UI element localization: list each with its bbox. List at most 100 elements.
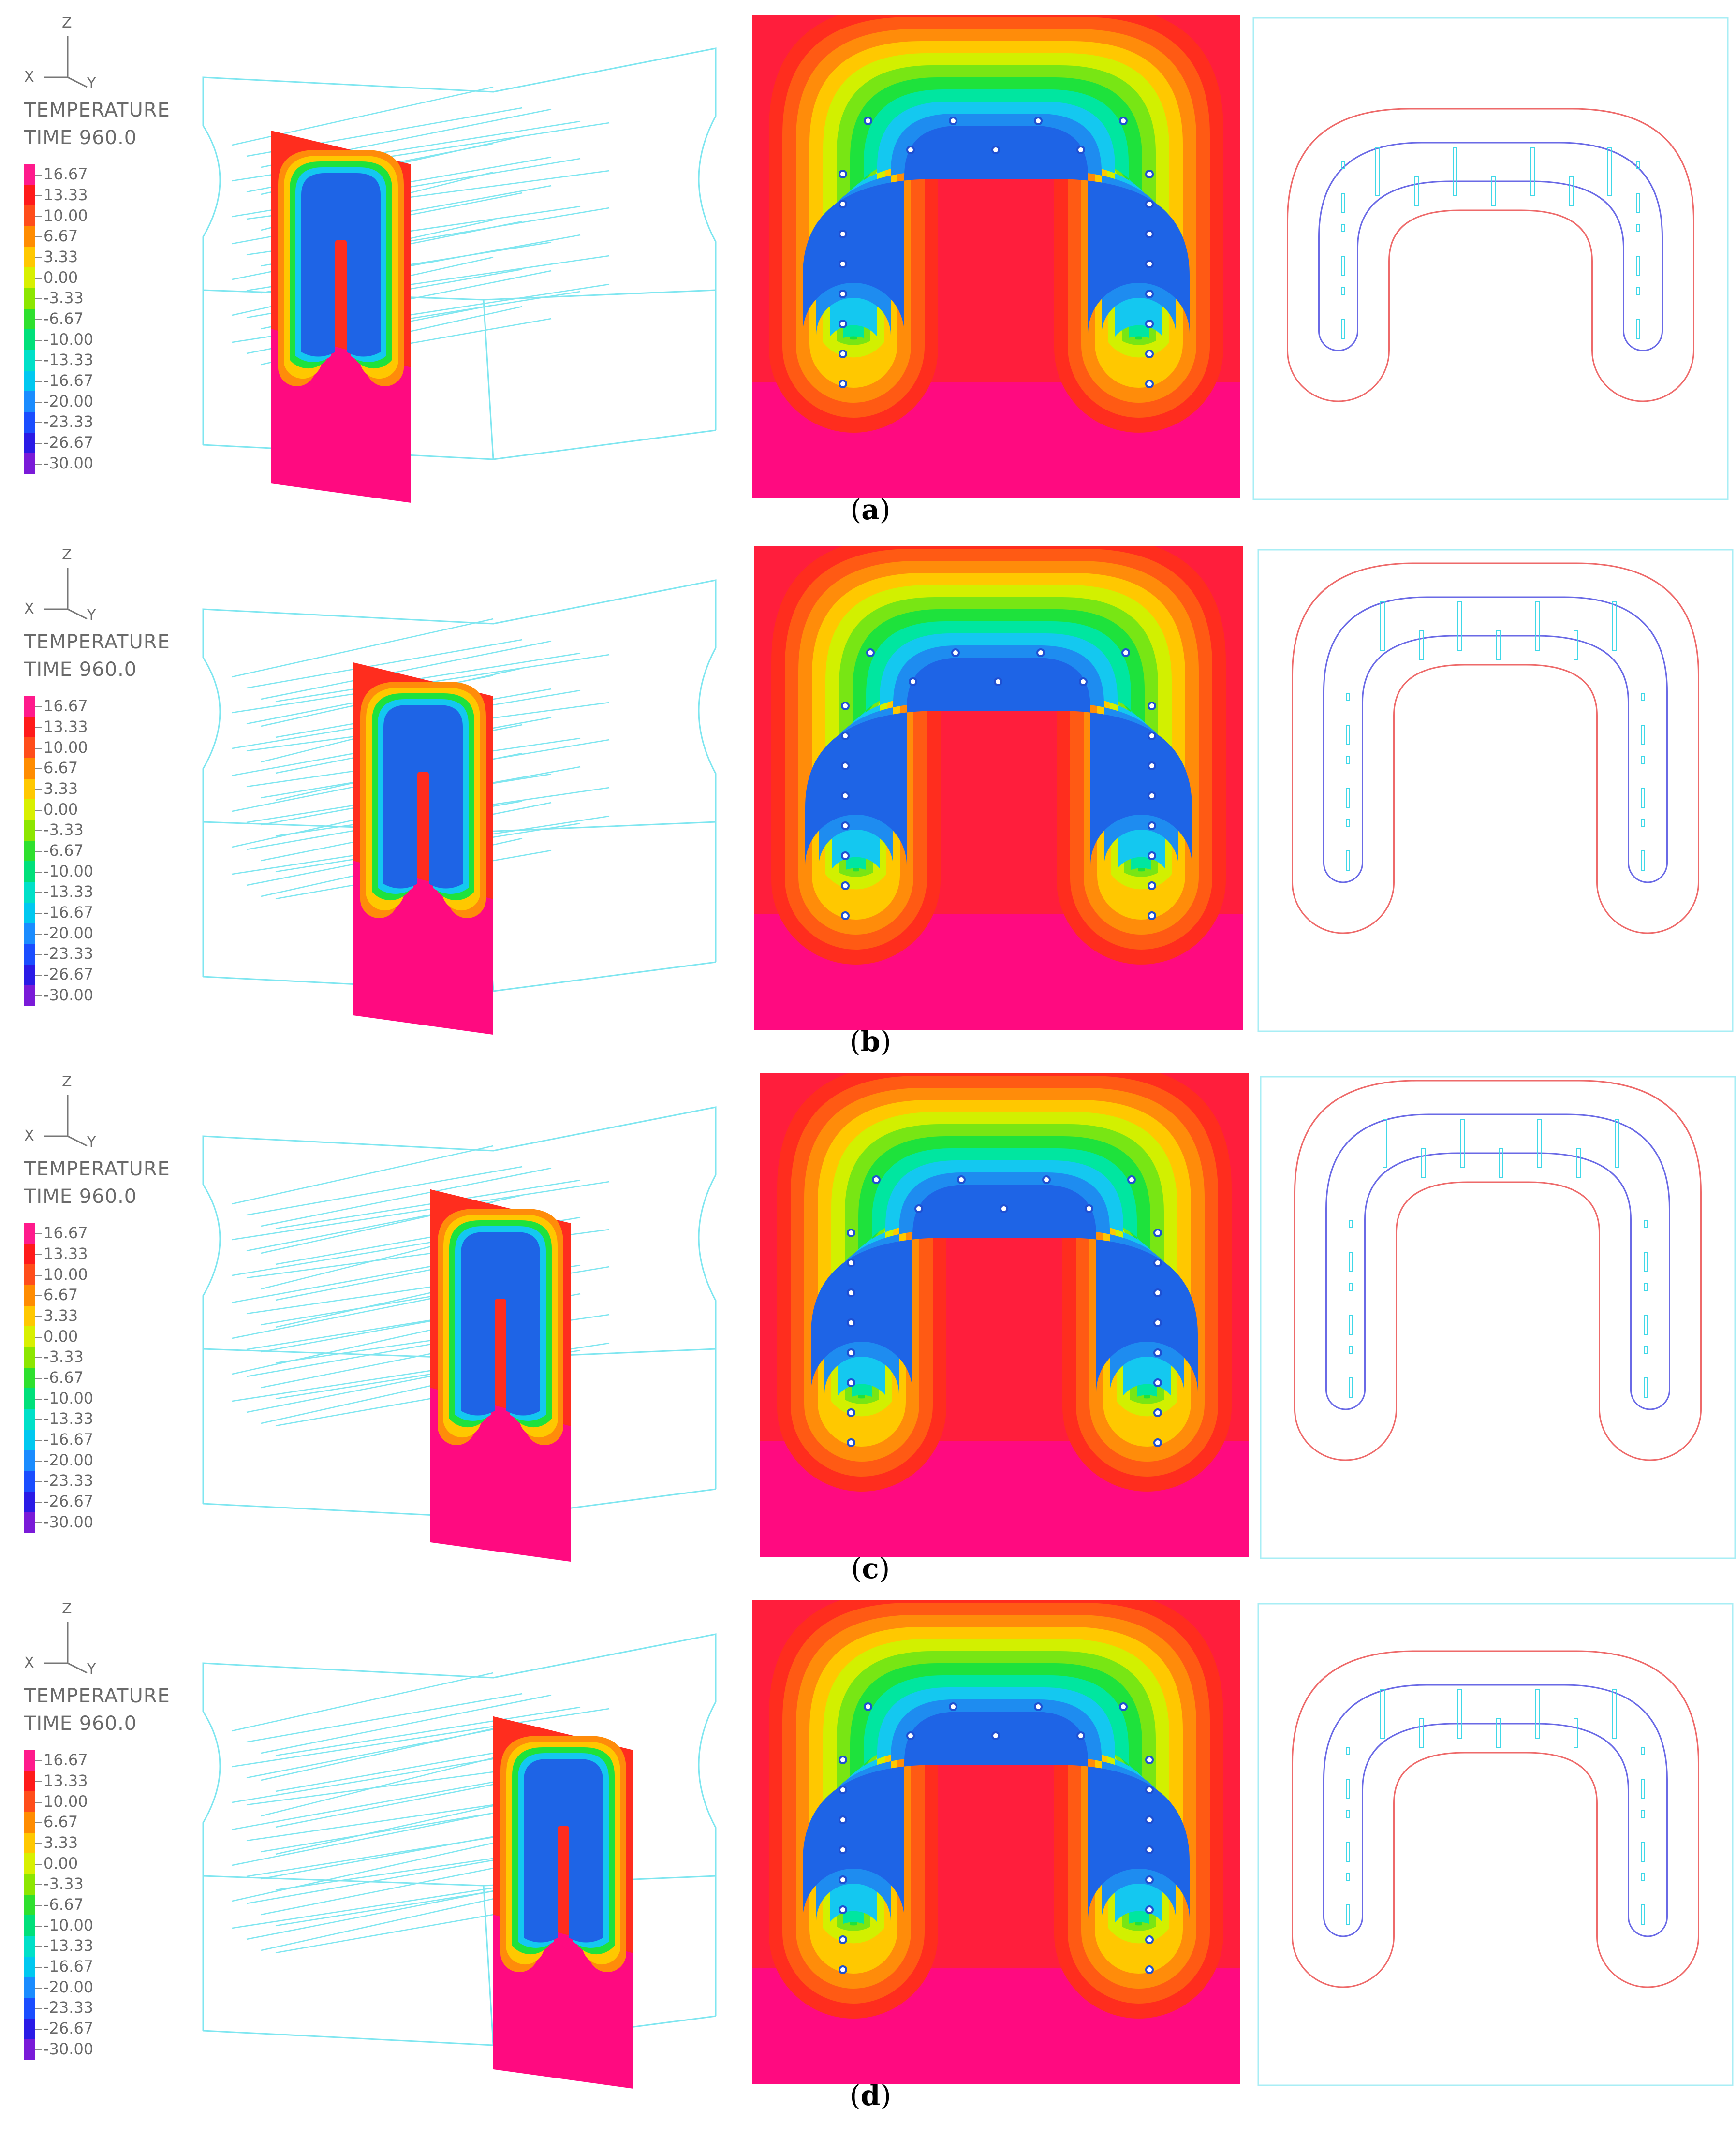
legend-tick	[35, 871, 42, 873]
legend-swatch	[24, 1491, 35, 1512]
legend-value: 3.33	[44, 1306, 78, 1325]
legend-swatch	[24, 164, 35, 185]
legend-value: 10.00	[44, 1792, 88, 1811]
pipe-segments	[1341, 147, 1640, 339]
legend-swatch	[24, 1977, 35, 1998]
legend-swatch	[24, 1429, 35, 1450]
legend-value: -10.00	[44, 330, 94, 349]
temperature-legend: 16.67 13.33 10.00 6.67 3.33 0.00 -3.33 -6.67 -10…	[24, 696, 140, 1006]
plot-title: TEMPERATURE	[24, 1158, 170, 1180]
time-label: TIME 960.0	[24, 659, 137, 681]
legend-swatch	[24, 247, 35, 268]
legend-swatch	[24, 226, 35, 247]
legend-value: 3.33	[44, 1833, 78, 1852]
legend-tick	[35, 954, 42, 955]
legend-tick	[35, 1905, 42, 1906]
axis-y-label: Y	[87, 1134, 96, 1151]
legend-tick	[35, 1378, 42, 1379]
legend-tick	[35, 319, 42, 320]
model-3d-view	[202, 1633, 717, 2089]
temperature-contour-map	[760, 1073, 1249, 1557]
legend-tick	[35, 727, 42, 728]
legend-swatch	[24, 902, 35, 923]
plot-title: TEMPERATURE	[24, 631, 170, 653]
legend-swatch	[24, 205, 35, 227]
legend-tick	[35, 257, 42, 258]
legend-swatch	[24, 185, 35, 206]
legend-tick	[35, 851, 42, 852]
legend-swatch	[24, 308, 35, 330]
legend-swatch	[24, 391, 35, 412]
legend-swatch	[24, 840, 35, 862]
legend-swatch	[24, 717, 35, 738]
legend-value: -16.67	[44, 903, 94, 922]
pipe-segments	[1346, 601, 1645, 871]
legend-value: -6.67	[44, 1368, 84, 1387]
pipe-segments	[1349, 1119, 1648, 1398]
legend-tick	[35, 463, 42, 465]
legend-swatch	[24, 778, 35, 800]
legend-value: 0.00	[44, 800, 78, 819]
legend-swatch	[24, 985, 35, 1006]
legend-value: -16.67	[44, 1430, 94, 1449]
axes-triad: Z X Y	[15, 10, 121, 92]
legend-value: 0.00	[44, 1327, 78, 1346]
legend-tick	[35, 1843, 42, 1844]
section-slice	[353, 662, 493, 1035]
legend-tick	[35, 1522, 42, 1523]
legend-tick	[35, 975, 42, 976]
legend-swatch	[24, 820, 35, 841]
legend-value: 6.67	[44, 227, 78, 246]
legend-swatch	[24, 1771, 35, 1792]
legend-value: -13.33	[44, 351, 94, 369]
legend-tick	[35, 1316, 42, 1317]
legend-value: 13.33	[44, 1244, 88, 1263]
legend-tick	[35, 360, 42, 362]
legend-value: -20.00	[44, 392, 94, 410]
legend-value: -16.67	[44, 1957, 94, 1976]
legend-tick	[35, 1460, 42, 1462]
temperature-contour-map	[754, 546, 1243, 1030]
legend-swatch	[24, 1915, 35, 1936]
legend-swatch	[24, 1305, 35, 1327]
legend-swatch	[24, 1450, 35, 1471]
legend-swatch	[24, 1223, 35, 1244]
legend-swatch	[24, 1326, 35, 1347]
legend-tick	[35, 2049, 42, 2050]
legend-tick	[35, 2029, 42, 2030]
legend-swatch	[24, 861, 35, 882]
legend-value: -23.33	[44, 1471, 94, 1490]
axis-y-label: Y	[87, 75, 96, 92]
legend-tick	[35, 1987, 42, 1989]
legend-swatch	[24, 1471, 35, 1492]
pipe-markers	[847, 1175, 1162, 1447]
legend-tick	[35, 768, 42, 770]
legend-swatch	[24, 1832, 35, 1854]
legend-value: 0.00	[44, 1854, 78, 1873]
axis-x-label: X	[24, 600, 34, 617]
legend-swatch	[24, 1791, 35, 1813]
legend-swatch	[24, 370, 35, 392]
legend-swatch	[24, 799, 35, 820]
legend-tick	[35, 789, 42, 790]
temperature-contour-map	[752, 15, 1240, 498]
axes-triad: Z X Y	[15, 542, 121, 624]
figure-row-b: Z X Y TEMPERATURE TIME 960.0 16.67 13.33 10.0…	[0, 532, 1736, 1059]
legend-tick	[35, 1863, 42, 1865]
legend-swatch	[24, 737, 35, 759]
model-3d-view	[202, 47, 717, 503]
legend-swatch	[24, 267, 35, 289]
legend-swatch	[24, 2039, 35, 2060]
legend-tick	[35, 216, 42, 217]
axis-z-label: Z	[62, 15, 72, 31]
legend-tick	[35, 236, 42, 238]
legend-value: -3.33	[44, 820, 84, 839]
frost-front-outline	[1257, 549, 1734, 1032]
legend-swatch	[24, 1347, 35, 1368]
temperature-contour-map	[752, 1600, 1240, 2084]
figure-row-a: Z X Y TEMPERATURE TIME 960.0 16.67 13.33 10.0…	[0, 0, 1736, 527]
model-3d-view	[202, 579, 717, 1035]
axis-y-label: Y	[87, 1661, 96, 1678]
legend-value: -16.67	[44, 371, 94, 390]
axis-x-label: X	[24, 1127, 34, 1144]
